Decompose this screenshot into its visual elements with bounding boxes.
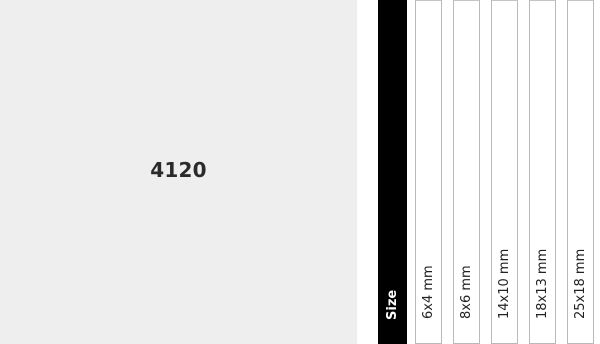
size-header-label: Size [384,289,400,320]
size-option-25x18[interactable]: 25x18 mm [567,0,594,344]
size-option-label: 25x18 mm [572,248,588,319]
size-option-label: 6x4 mm [420,265,436,319]
size-option-label: 18x13 mm [534,248,550,319]
size-option-6x4[interactable]: 6x4 mm [415,0,442,344]
size-option-8x6[interactable]: 8x6 mm [453,0,480,344]
product-code: 4120 [150,158,207,182]
size-header: Size [378,0,407,344]
product-image-area: 4120 [0,0,357,344]
size-option-14x10[interactable]: 14x10 mm [491,0,518,344]
size-option-18x13[interactable]: 18x13 mm [529,0,556,344]
size-option-label: 14x10 mm [496,248,512,319]
size-option-label: 8x6 mm [458,265,474,319]
